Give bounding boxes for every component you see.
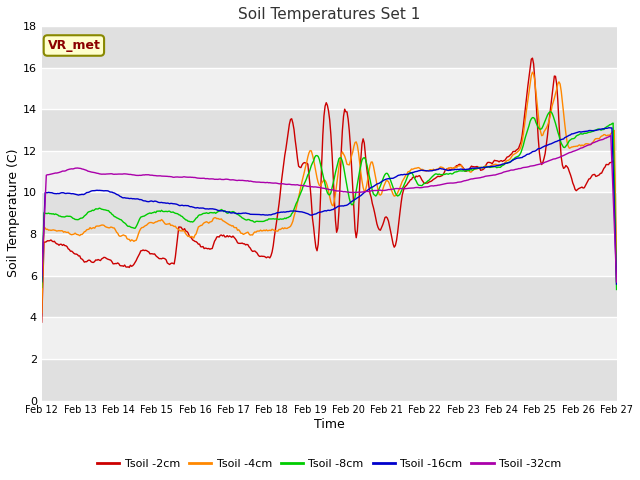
Bar [42,192,616,234]
Bar [42,68,616,109]
Bar [42,234,616,276]
Bar [42,317,616,359]
Title: Soil Temperatures Set 1: Soil Temperatures Set 1 [238,7,420,22]
X-axis label: Time: Time [314,418,344,431]
Y-axis label: Soil Temperature (C): Soil Temperature (C) [7,149,20,277]
Bar [42,151,616,192]
Text: VR_met: VR_met [47,39,100,52]
Bar [42,359,616,401]
Bar [42,26,616,68]
Bar [42,276,616,317]
Legend: Tsoil -2cm, Tsoil -4cm, Tsoil -8cm, Tsoil -16cm, Tsoil -32cm: Tsoil -2cm, Tsoil -4cm, Tsoil -8cm, Tsoi… [92,455,566,474]
Bar [42,109,616,151]
